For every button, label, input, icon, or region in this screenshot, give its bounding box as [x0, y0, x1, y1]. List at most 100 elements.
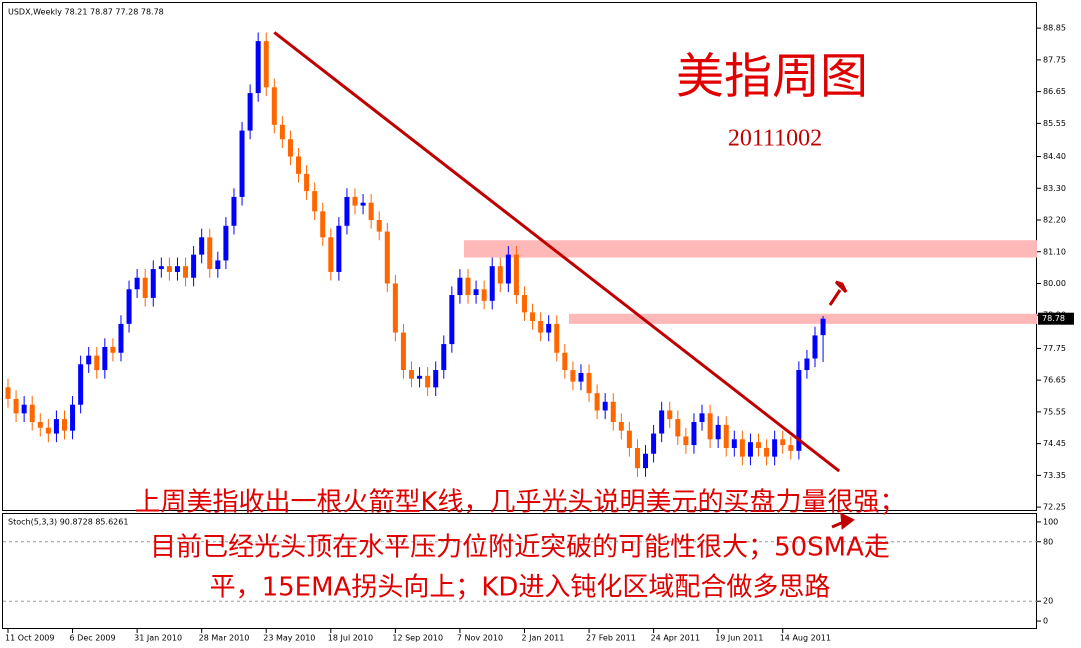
- candle-body: [481, 289, 487, 301]
- candle-body: [739, 439, 745, 457]
- y-tick-label: 73.35: [1043, 471, 1066, 480]
- y-tick-label: 88.85: [1043, 24, 1066, 33]
- candle-body: [376, 220, 382, 232]
- x-tick-label: 18 Jul 2010: [328, 634, 373, 643]
- candle-body: [530, 312, 536, 322]
- candle-body: [667, 410, 673, 420]
- candle-body: [804, 358, 810, 371]
- candle-body: [215, 260, 221, 270]
- x-tick-label: 31 Jan 2010: [134, 634, 182, 643]
- candle-body: [699, 413, 705, 422]
- candle-body: [37, 421, 43, 428]
- resistance-zone: [463, 240, 1037, 258]
- candle-body: [812, 335, 818, 359]
- candle-body: [126, 289, 132, 324]
- candle-body: [409, 370, 414, 379]
- trend-line: [273, 31, 841, 473]
- candle-body: [489, 266, 495, 301]
- candle-body: [336, 225, 342, 272]
- candle-body: [562, 352, 568, 371]
- chart-title: 美指周图: [676, 49, 868, 105]
- candle-body: [723, 424, 729, 448]
- arrow: [831, 512, 855, 530]
- x-tick-label: 24 Apr 2011: [651, 634, 700, 643]
- stoch-title: Stoch(5,3,3) 90.8728 85.6261: [8, 518, 128, 527]
- candle-body: [602, 401, 608, 411]
- candle-body: [142, 277, 148, 298]
- stoch-tick-label: 100: [1043, 517, 1058, 526]
- candle-body: [102, 346, 108, 371]
- candle-body: [45, 427, 51, 434]
- price-label-box: [1038, 312, 1074, 325]
- annotation-line: 平，15EMA拐头向上；KD进入钝化区域配合做多思路: [210, 573, 831, 603]
- candle-body: [651, 433, 657, 454]
- candle-body: [207, 237, 213, 270]
- candle-body: [610, 401, 616, 422]
- annotation-line: 上周美指收出一根火箭型K线，几乎光头说明美元的买盘力量很强；: [134, 488, 905, 518]
- candle-body: [707, 413, 713, 440]
- candle-body: [239, 130, 245, 197]
- candle-body: [271, 87, 277, 125]
- candle-body: [368, 202, 374, 221]
- candle-body: [433, 370, 439, 388]
- resistance-zone: [568, 313, 1037, 324]
- y-tick-label: 84.40: [1043, 152, 1066, 161]
- x-tick-label: 2 Jan 2011: [521, 634, 564, 643]
- candle-body: [29, 404, 35, 422]
- candle-body: [796, 370, 802, 451]
- y-tick-label: 80.00: [1043, 279, 1066, 288]
- candle-body: [554, 323, 560, 353]
- x-tick-label: 28 Mar 2010: [199, 634, 250, 643]
- candle-body: [118, 323, 124, 353]
- arrow: [828, 280, 848, 306]
- candle-body: [594, 393, 600, 411]
- candle-body: [473, 289, 479, 296]
- candle-body: [546, 323, 552, 333]
- candle-body: [417, 375, 423, 379]
- x-tick-label: 19 Jun 2011: [715, 634, 763, 643]
- candle-body: [134, 277, 140, 290]
- candle-body: [296, 156, 302, 174]
- candle-body: [158, 266, 164, 270]
- candle-body: [13, 398, 19, 414]
- candle-body: [772, 439, 778, 457]
- candle-body: [505, 254, 511, 284]
- x-tick-label: 23 May 2010: [263, 634, 315, 643]
- candle-body: [756, 442, 762, 448]
- candle-body: [53, 419, 59, 434]
- candle-body: [465, 277, 471, 296]
- chart-subtitle: 20111002: [728, 126, 822, 152]
- candle-body: [231, 196, 237, 226]
- y-tick-label: 83.30: [1043, 184, 1066, 193]
- candle-body: [634, 447, 640, 469]
- candle-body: [659, 410, 665, 434]
- candle-body: [255, 41, 261, 94]
- x-tick-label: 12 Sep 2010: [392, 634, 443, 643]
- candle-body: [521, 295, 527, 313]
- candle-body: [304, 173, 310, 192]
- candle-body: [360, 202, 366, 206]
- candle-body: [328, 237, 334, 272]
- price-label: 78.78: [1042, 314, 1065, 323]
- candle-body: [384, 231, 390, 284]
- candle-body: [570, 370, 576, 382]
- x-tick-label: 27 Feb 2011: [586, 634, 636, 643]
- y-tick-label: 87.75: [1043, 55, 1066, 64]
- candle-body: [247, 93, 253, 131]
- candle-body: [392, 283, 398, 333]
- candle-body: [344, 196, 350, 226]
- candle-body: [578, 372, 584, 382]
- y-tick-label: 72.25: [1043, 503, 1066, 512]
- candle-body: [425, 375, 431, 388]
- candle-body: [191, 254, 197, 278]
- candle-body: [61, 419, 67, 431]
- candle-body: [747, 442, 753, 457]
- candle-body: [497, 266, 503, 284]
- candle-body: [731, 439, 737, 448]
- candle-body: [312, 191, 318, 212]
- candle-body: [675, 419, 681, 437]
- y-tick-label: 76.65: [1043, 376, 1066, 385]
- candle-body: [183, 266, 189, 278]
- candle-body: [400, 332, 406, 371]
